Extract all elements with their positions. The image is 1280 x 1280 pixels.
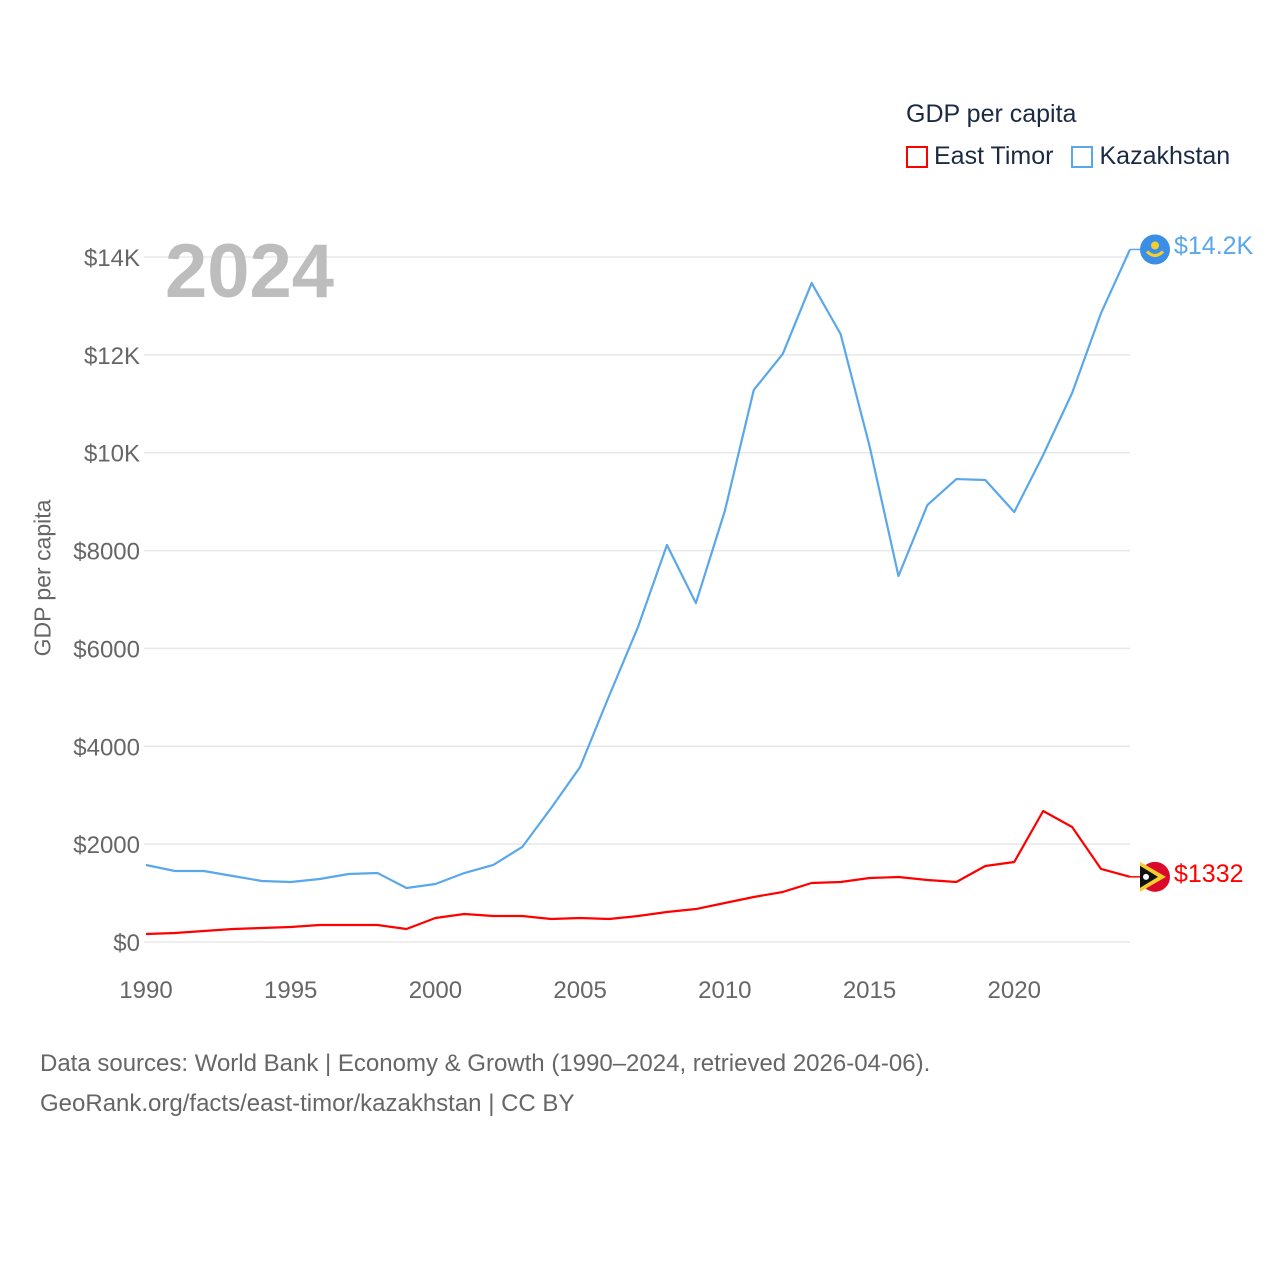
footer-sources: Data sources: World Bank | Economy & Gro… [40,1050,931,1077]
y-tick-label: $12K [84,343,140,370]
y-tick-label: $0 [113,930,140,957]
flag-eagle [1145,250,1165,257]
x-tick-label: 1995 [264,977,317,1004]
flag-sun [1151,241,1159,250]
x-tick-label: 2000 [409,977,462,1004]
footer-link[interactable]: GeoRank.org/facts/east-timor/kazakhstan … [40,1090,575,1117]
y-tick-label: $2000 [73,832,140,859]
legend-swatch [1071,145,1094,168]
kazakhstan-end-label: $14.2K [1174,232,1254,260]
series-line-kazakhstan [145,249,1132,890]
y-tick-label: $6000 [73,636,140,663]
x-tick-label: 1990 [119,977,172,1004]
x-tick-label: 2020 [988,977,1041,1004]
series-line-east-timor [145,809,1131,936]
y-tick-label: $14K [84,245,140,272]
flag-star [1143,873,1149,880]
year-overlay: 2024 [165,229,335,314]
y-axis-label: GDP per capita [29,499,56,657]
legend-label: East Timor [934,142,1054,170]
legend: East Timor Kazakhstan [906,142,1230,171]
x-tick-label: 2005 [553,977,606,1004]
legend-item-east-timor[interactable]: East Timor [906,142,1053,171]
legend-label: Kazakhstan [1099,142,1231,170]
footer: Data sources: World Bank | Economy & Gro… [40,1044,930,1124]
x-tick-label: 2015 [843,977,896,1004]
x-tick-label: 2010 [698,977,751,1004]
y-tick-label: $10K [84,441,140,468]
legend-swatch [906,145,928,168]
y-tick-label: $4000 [73,734,140,761]
legend-item-kazakhstan[interactable]: Kazakhstan [1071,142,1230,171]
east-timor-end-label: $1332 [1174,860,1244,888]
legend-title: GDP per capita [906,100,1077,128]
y-tick-label: $8000 [73,539,140,566]
